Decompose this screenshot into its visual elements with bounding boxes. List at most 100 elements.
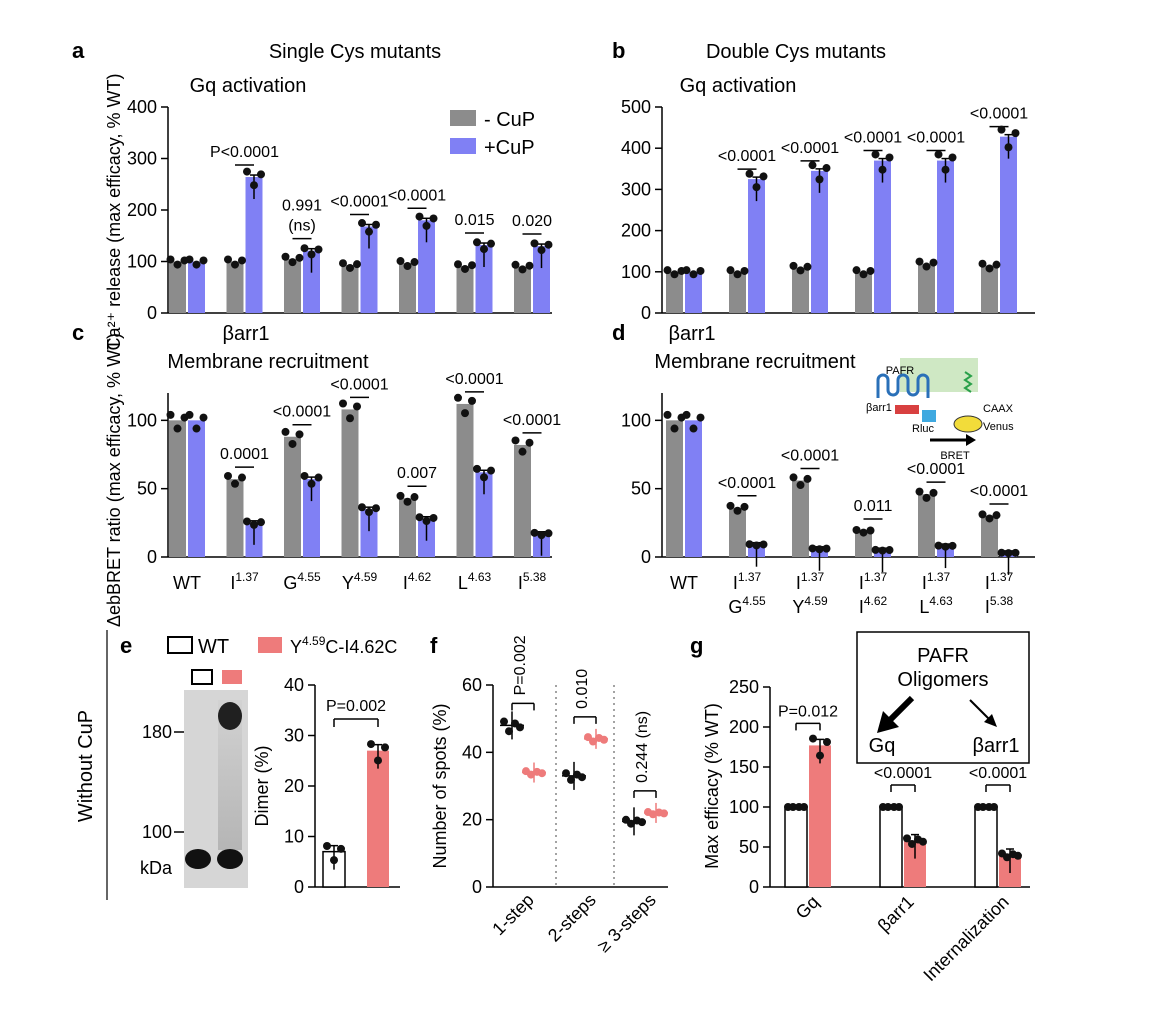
- g-y-tick-label: 0: [749, 877, 759, 897]
- d-dot-minus-4: [929, 488, 938, 497]
- c-dot-minus-4: [403, 497, 412, 506]
- f-dot-mut-0: [527, 770, 535, 779]
- f-dot-mut-0: [538, 769, 546, 778]
- f-dot-wt-2: [638, 818, 646, 827]
- g-dot-wt-2: [979, 803, 987, 811]
- d-dot-minus-1: [740, 502, 749, 511]
- a-dot-minus-0: [173, 260, 182, 269]
- a-subtitle: Gq activation: [190, 75, 307, 97]
- d-dot-plus-2: [815, 545, 824, 554]
- d-dot-minus-4: [915, 487, 924, 496]
- e-dot-mut: [367, 740, 375, 749]
- a-dot-minus-5: [461, 264, 469, 273]
- g-dot-wt-1: [884, 803, 892, 811]
- c-dot-plus-2: [314, 473, 323, 482]
- g-bar-wt-2: [974, 806, 998, 888]
- b-bar-minus-4: [918, 263, 935, 313]
- c-y-tick-label: 0: [147, 547, 157, 567]
- b-dot-minus-3: [852, 266, 861, 275]
- g-y-label: Max efficacy (% WT): [702, 703, 722, 869]
- c-dot-minus-5: [461, 409, 469, 418]
- g-y-tick-label: 200: [729, 717, 759, 737]
- a-bar-plus-5: [475, 245, 493, 313]
- e-bar-mut: [367, 750, 389, 887]
- b-bar-minus-2: [792, 267, 809, 313]
- d-dot-minus-4: [922, 493, 931, 502]
- g-pvalue-1: <0.0001: [874, 765, 932, 782]
- a-bar-minus-5: [456, 266, 474, 313]
- b-pvalue-3: <0.0001: [844, 130, 902, 147]
- d-dot-plus-2: [822, 544, 831, 553]
- d-x-label-4: I1.37: [922, 570, 951, 593]
- c-dot-plus-6: [537, 531, 546, 540]
- panel-b: Double Cys mutants Gq activation 0 100 200 30…: [621, 41, 1035, 323]
- a-dot-plus-2: [307, 250, 316, 259]
- a-bar-minus-2: [284, 258, 301, 313]
- c-dot-minus-0: [173, 424, 182, 433]
- c-x-label-3: Y4.59: [342, 570, 378, 593]
- panel-a: Single Cys mutants Gq activation 0 100 200 30…: [104, 41, 553, 350]
- a-pvalue-1: P<0.0001: [210, 144, 279, 161]
- a-pvalue-3: <0.0001: [330, 193, 388, 210]
- d-dot-minus-2: [789, 473, 798, 482]
- g-dot-mut-1: [903, 834, 911, 843]
- a-dot-plus-3: [365, 227, 373, 236]
- b-bar-plus-2: [811, 170, 828, 313]
- b-dot-minus-1: [740, 266, 749, 275]
- a-dot-minus-6: [518, 265, 527, 274]
- legend-minus-swatch: [450, 110, 476, 126]
- b-dot-minus-2: [789, 261, 798, 270]
- d-x-label-0: WT: [670, 573, 698, 593]
- e-pvalue: P=0.002: [326, 698, 386, 715]
- g-x-label-0: Gq: [792, 892, 823, 923]
- b-dot-minus-0: [670, 270, 679, 279]
- c-dot-minus-3: [353, 402, 361, 411]
- g-dot-mut-1: [919, 837, 927, 846]
- d-inset-receptor-label: PAFR: [886, 365, 915, 377]
- b-bar-plus-4: [937, 160, 954, 313]
- g-inset-barr-label: βarr1: [972, 735, 1019, 757]
- b-dot-plus-0: [696, 266, 705, 275]
- d-dot-minus-5: [985, 514, 994, 523]
- a-bar-minus-0: [169, 261, 186, 313]
- b-dot-minus-3: [859, 270, 868, 279]
- e-blot-dimer-band: [218, 702, 242, 730]
- b-dot-minus-4: [929, 258, 938, 267]
- b-dot-minus-4: [922, 262, 931, 271]
- f-y-tick-label: 20: [462, 810, 482, 830]
- d-dot-plus-3: [878, 546, 887, 555]
- c-dot-minus-0: [166, 410, 175, 419]
- a-pvalue-2: 0.991: [282, 198, 322, 215]
- c-dot-plus-0: [185, 410, 194, 419]
- c-dot-plus-5: [480, 473, 488, 482]
- b-bar-plus-5: [1000, 136, 1017, 313]
- c-dot-plus-0: [199, 413, 208, 422]
- panel-d: βarr1 Membrane recruitment 0 50 100 WT <0.0001…: [621, 323, 1035, 617]
- c-dot-minus-2: [295, 430, 304, 439]
- d-dot-minus-1: [733, 506, 742, 515]
- b-subtitle: Gq activation: [680, 75, 797, 97]
- c-dot-plus-4: [429, 513, 438, 522]
- b-dot-plus-4: [934, 150, 943, 159]
- d-dot-minus-3: [852, 525, 861, 534]
- a-dot-minus-3: [346, 263, 354, 272]
- legend-minus-label: - CuP: [484, 109, 535, 131]
- d-x-label-5: I1.37: [985, 570, 1014, 593]
- g-inset-gq-label: Gq: [869, 735, 896, 757]
- a-pvalue-6: 0.020: [512, 213, 552, 230]
- e-blot-monomer-band-mut: [217, 849, 243, 869]
- g-bar-mut-1: [904, 840, 926, 887]
- c-y-tick-label: 50: [137, 479, 157, 499]
- c-bar-minus-0: [169, 420, 186, 557]
- c-dot-minus-6: [511, 436, 520, 445]
- d-bar-minus-1: [729, 507, 746, 557]
- a-y-tick-label: 300: [127, 149, 157, 169]
- d-subtitle: Membrane recruitment: [654, 351, 856, 373]
- a-pvalue-4: <0.0001: [388, 187, 446, 204]
- a-dot-plus-0: [185, 255, 194, 264]
- a-dot-plus-4: [422, 221, 431, 230]
- d-x-label2-1: G4.55: [728, 594, 766, 617]
- g-dot-wt-1: [895, 803, 903, 811]
- a-bar-plus-3: [360, 226, 378, 313]
